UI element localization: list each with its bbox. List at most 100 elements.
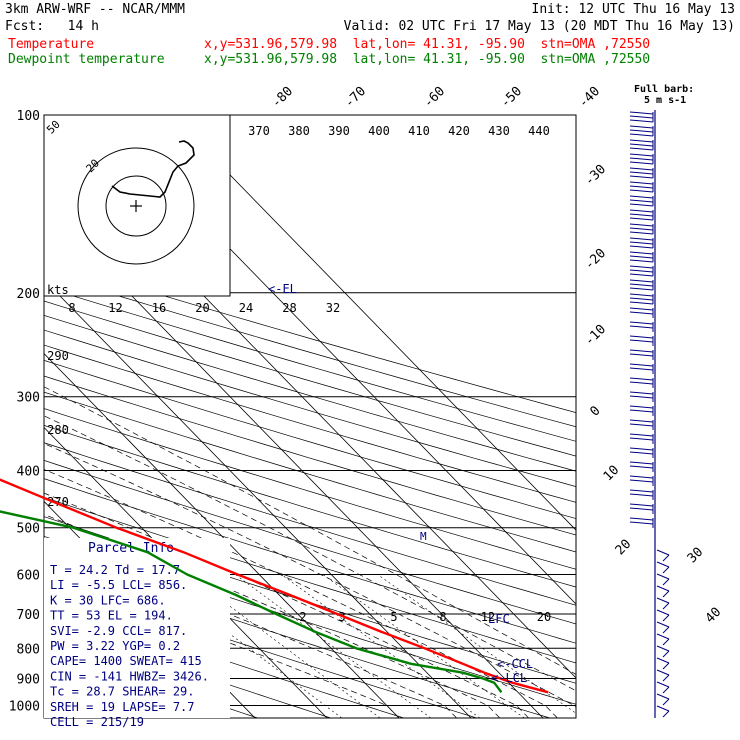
isotherm-label: 10	[601, 463, 623, 485]
isotherm-label: -80	[269, 84, 296, 111]
dewpoint-label: Dewpoint temperature	[8, 52, 165, 67]
dry-adiabat-line	[44, 344, 576, 503]
theta-label: 280	[47, 423, 69, 437]
dry-adiabat-line	[44, 286, 576, 442]
parcel-info-row: T = 24.2 Td = 17.7	[50, 563, 180, 577]
parcel-info-row: Tc = 28.7 SHEAR= 29.	[50, 685, 195, 699]
isotherm-label: -40	[576, 84, 603, 111]
init-time: Init: 12 UTC Thu 16 May 13	[531, 2, 736, 17]
isotherm-label: -10	[582, 322, 609, 349]
moist-adiabat-line	[44, 386, 576, 675]
moist-adiabat-line	[44, 492, 529, 718]
dry-adiabat-line	[44, 408, 576, 570]
theta-label: 380	[288, 124, 310, 138]
dry-adiabat-line	[44, 599, 404, 718]
dry-adiabat-line	[44, 478, 576, 644]
dry-adiabat-line	[44, 425, 576, 588]
mixing-ratio-label: 12	[481, 610, 495, 624]
isotherm-label: 40	[703, 605, 725, 627]
isotherm-label: -70	[342, 84, 369, 111]
parcel-info-panel: Parcel Info T = 24.2 Td = 17.7LI = -5.5 …	[44, 538, 230, 729]
hodograph-trace	[111, 140, 195, 198]
hodograph-scale-label: 20	[195, 301, 209, 315]
pressure-tick-label: 800	[17, 642, 40, 657]
parcel-info-row: PW = 3.22 YGP= 0.2	[50, 639, 180, 653]
hodograph-scale-label: 12	[108, 301, 122, 315]
pressure-tick-label: 100	[17, 109, 40, 124]
mixing-ratio-line	[322, 574, 525, 718]
temperature-label: Temperature	[8, 37, 95, 52]
parcel-info-row: CAPE= 1400 SWEAT= 415	[50, 654, 202, 668]
isotherm-label: -50	[498, 84, 525, 111]
theta-label: 420	[448, 124, 470, 138]
isotherm-label: -20	[582, 246, 609, 273]
isotherm-label: 30	[685, 545, 707, 567]
parcel-info-row: SREH = 19 LAPSE= 7.7	[50, 700, 195, 714]
dry-adiabat-line	[44, 496, 576, 664]
hodograph-scale-label: 24	[239, 301, 253, 315]
parcel-info-row: CELL = 215/19	[50, 715, 144, 729]
moist-adiabat-line	[44, 469, 558, 718]
pressure-tick-label: 600	[17, 568, 40, 583]
mixing-ratio-line	[235, 574, 431, 718]
theta-label: 410	[408, 124, 430, 138]
isotherm-label: 0	[587, 403, 603, 419]
isotherm-line	[44, 279, 472, 718]
dry-adiabat-line	[44, 315, 576, 472]
dry-adiabat-line	[44, 300, 576, 457]
moist-adiabat-line	[44, 415, 576, 692]
pressure-tick-label: 300	[17, 391, 40, 406]
pressure-tick-label: 700	[17, 608, 40, 623]
isotherm-label: 20	[613, 537, 635, 559]
hodograph-scale-label: 32	[326, 301, 340, 315]
parcel-info-row: TT = 53 EL = 194.	[50, 609, 173, 623]
isotherm-line	[171, 115, 576, 531]
mixing-ratio-label: 20	[537, 610, 551, 624]
isotherm-label: -30	[582, 162, 609, 189]
model-title: 3km ARW-WRF -- NCAR/MMM	[5, 2, 186, 17]
parcel-info-row: K = 30 LFC= 686.	[50, 593, 166, 607]
dry-adiabat-line	[44, 460, 576, 625]
temperature-profile-line	[0, 478, 549, 694]
theta-label: 370	[248, 124, 270, 138]
isotherm-line	[0, 115, 39, 718]
dry-adiabat-line	[44, 577, 477, 718]
dry-adiabat-line	[44, 442, 576, 606]
lcl-marker: <-LCL	[491, 671, 527, 685]
parcel-info-row: SVI= -2.9 CCL= 817.	[50, 624, 187, 638]
pressure-tick-label: 200	[17, 287, 40, 302]
theta-label: 430	[488, 124, 510, 138]
wind-legend-line2: 5 m s-1	[644, 95, 686, 106]
isotherm-line	[44, 352, 400, 718]
hodograph: kts 20 50	[43, 114, 231, 297]
moist-adiabat-line	[44, 443, 576, 708]
wind-barbs	[629, 110, 670, 718]
pressure-tick-label: 500	[17, 522, 40, 537]
mixing-ratio-label: 8	[439, 610, 446, 624]
forecast-hour: Fcst: 14 h	[5, 19, 99, 34]
valid-time: Valid: 02 UTC Fri 17 May 13 (20 MDT Thu …	[343, 19, 735, 34]
dewpoint-profile-line	[0, 510, 503, 694]
theta-label: 390	[328, 124, 350, 138]
isotherm-label: -60	[421, 84, 448, 111]
pressure-tick-label: 1000	[9, 699, 40, 714]
mixing-ratio-line	[187, 574, 381, 718]
theta-label: 290	[47, 349, 69, 363]
dry-adiabat-line	[44, 329, 576, 488]
dry-adiabat-line	[44, 272, 576, 428]
pressure-tick-label: 400	[17, 465, 40, 480]
mixing-ratio-line	[151, 574, 342, 718]
parcel-info-row: CIN = -141 HWBZ= 3426.	[50, 669, 209, 683]
ccl-marker: <-CCL	[497, 657, 533, 671]
mixing-ratio-label: 2	[299, 610, 306, 624]
hodograph-scale-label: 8	[68, 301, 75, 315]
dry-adiabat-line	[44, 259, 576, 414]
wind-max-marker: M	[420, 530, 427, 543]
lfc-marker: LFC	[488, 612, 510, 626]
theta-label: 400	[368, 124, 390, 138]
dewpoint-location-info: x,y=531.96,579.98 lat,lon= 41.31, -95.90…	[204, 52, 651, 67]
parcel-info-row: LI = -5.5 LCL= 856.	[50, 578, 187, 592]
pressure-tick-label: 900	[17, 672, 40, 687]
hodograph-units: kts	[47, 283, 69, 297]
